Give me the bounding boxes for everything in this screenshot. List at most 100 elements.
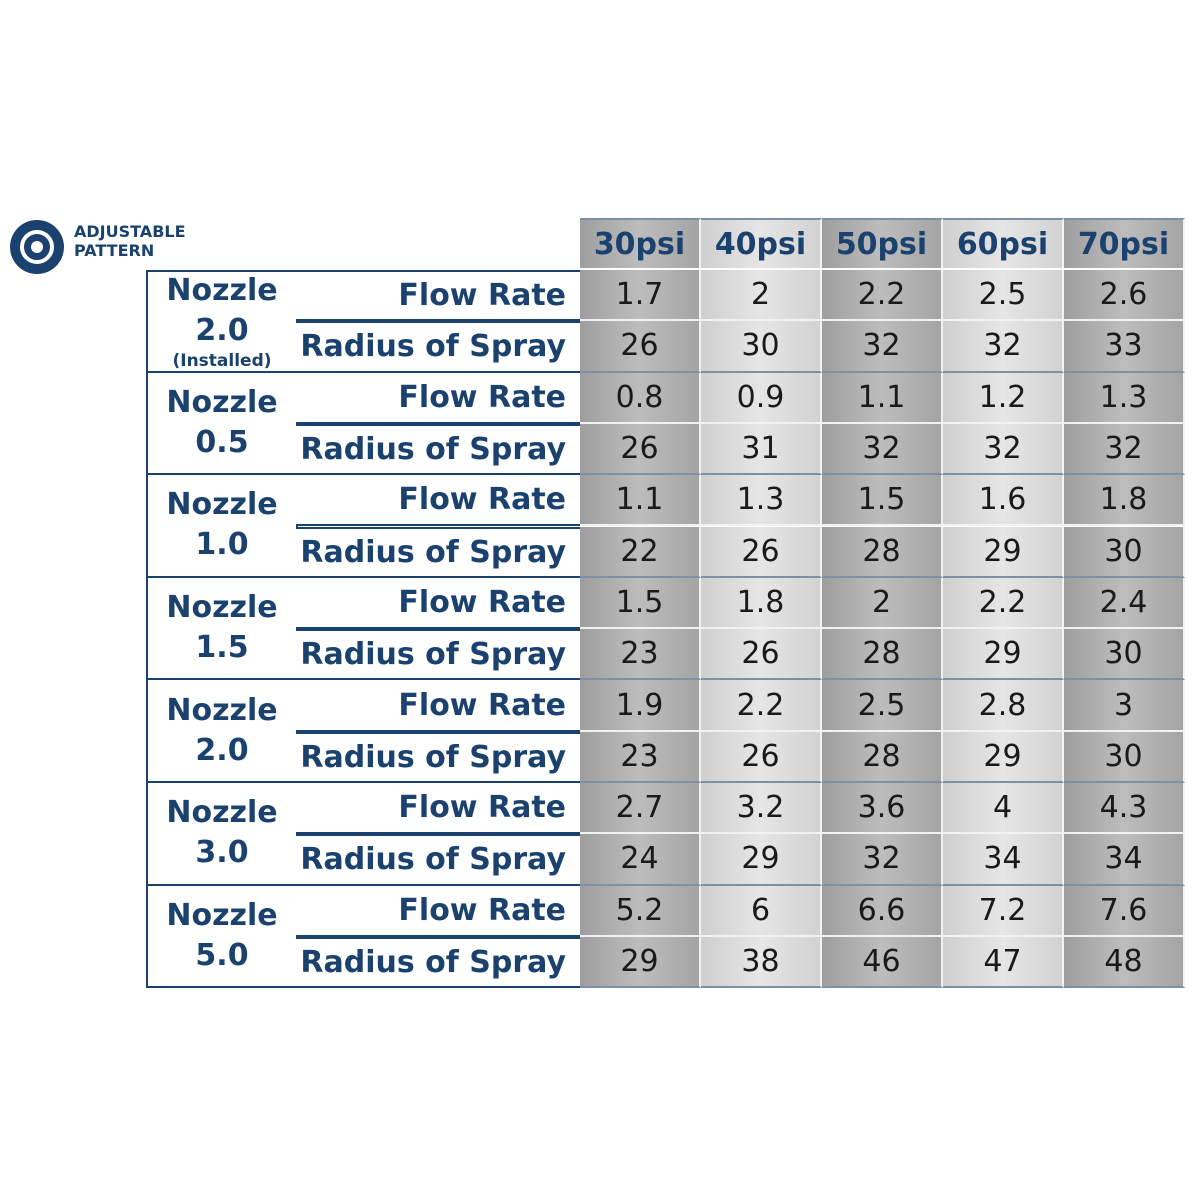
nozzle-name: Nozzle (166, 384, 278, 420)
value-cell: 48 (1064, 936, 1185, 989)
value-cell: 29 (701, 834, 822, 886)
value-cell: 2.2 (822, 270, 943, 322)
value-cell: 1.8 (701, 577, 822, 630)
nozzle-size: 0.5 (195, 424, 249, 460)
value-cell: 34 (943, 834, 1064, 886)
nozzle-size: 2.0 (195, 313, 249, 349)
nozzle-size: 3.0 (195, 835, 249, 871)
nozzle-name: Nozzle (166, 897, 278, 933)
value-cell: 32 (822, 423, 943, 476)
value-cell: 26 (701, 526, 822, 578)
row-label: Flow Rate (296, 783, 582, 835)
value-cell: 28 (822, 629, 943, 681)
nozzle-cell: Nozzle 0.5 (146, 372, 298, 476)
nozzle-name: Nozzle (166, 590, 278, 626)
row-label: Radius of Spray (296, 526, 582, 578)
row-label: Flow Rate (296, 372, 582, 424)
value-cell: 32 (822, 834, 943, 886)
value-cell: 32 (943, 423, 1064, 476)
value-cell: 6 (701, 885, 822, 937)
nozzle-size: 2.0 (195, 732, 249, 768)
value-cell: 30 (701, 321, 822, 373)
value-cell: 3.2 (701, 783, 822, 835)
value-cell: 38 (701, 936, 822, 989)
value-cell: 32 (1064, 423, 1185, 476)
value-cell: 46 (822, 936, 943, 989)
value-cell: 32 (822, 321, 943, 373)
value-cell: 29 (580, 936, 701, 989)
value-cell: 0.8 (580, 372, 701, 424)
value-cell: 22 (580, 526, 701, 578)
value-cell: 26 (701, 629, 822, 681)
value-cell: 47 (943, 936, 1064, 989)
row-label: Flow Rate (296, 475, 582, 527)
value-cell: 4.3 (1064, 783, 1185, 835)
value-cell: 1.1 (580, 475, 701, 527)
value-cell: 23 (580, 629, 701, 681)
value-cell: 33 (1064, 321, 1185, 373)
badge-line: ADJUSTABLE (74, 222, 186, 241)
value-cell: 2.5 (943, 270, 1064, 322)
row-label: Flow Rate (296, 680, 582, 732)
value-cell: 1.5 (580, 577, 701, 630)
value-cell: 29 (943, 629, 1064, 681)
value-cell: 23 (580, 731, 701, 783)
value-cell: 1.2 (943, 372, 1064, 424)
nozzle-cell: Nozzle 1.5 (146, 577, 298, 681)
value-cell: 2 (701, 270, 822, 322)
nozzle-name: Nozzle (166, 795, 278, 831)
column-header: 60psi (943, 218, 1064, 268)
nozzle-name: Nozzle (166, 487, 278, 523)
value-cell: 2.4 (1064, 577, 1185, 630)
row-label: Flow Rate (296, 577, 582, 630)
row-label: Flow Rate (296, 885, 582, 937)
value-cell: 26 (580, 321, 701, 373)
row-label: Radius of Spray (296, 629, 582, 681)
column-header: 40psi (701, 218, 822, 268)
value-cell: 26 (580, 423, 701, 476)
nozzle-name: Nozzle (166, 273, 278, 309)
column-header: 30psi (580, 218, 701, 268)
value-cell: 3 (1064, 680, 1185, 732)
value-cell: 30 (1064, 629, 1185, 681)
row-label: Radius of Spray (296, 423, 582, 476)
nozzle-cell: Nozzle 5.0 (146, 885, 298, 989)
nozzle-note: (Installed) (172, 351, 272, 372)
value-cell: 1.6 (943, 475, 1064, 527)
value-cell: 29 (943, 731, 1064, 783)
value-cell: 3.6 (822, 783, 943, 835)
column-header: 70psi (1064, 218, 1185, 268)
value-cell: 30 (1064, 731, 1185, 783)
nozzle-size: 1.0 (195, 527, 249, 563)
value-cell: 31 (701, 423, 822, 476)
value-cell: 2 (822, 577, 943, 630)
value-cell: 32 (943, 321, 1064, 373)
value-cell: 34 (1064, 834, 1185, 886)
row-label: Radius of Spray (296, 834, 582, 886)
value-cell: 29 (943, 526, 1064, 578)
value-cell: 1.5 (822, 475, 943, 527)
value-cell: 1.9 (580, 680, 701, 732)
badge-line: PATTERN (74, 241, 155, 260)
column-header: 50psi (822, 218, 943, 268)
value-cell: 24 (580, 834, 701, 886)
row-label: Radius of Spray (296, 321, 582, 373)
nozzle-size: 1.5 (195, 630, 249, 666)
value-cell: 0.9 (701, 372, 822, 424)
value-cell: 30 (1064, 526, 1185, 578)
value-cell: 2.2 (943, 577, 1064, 630)
row-label: Radius of Spray (296, 731, 582, 783)
value-cell: 4 (943, 783, 1064, 835)
value-cell: 2.5 (822, 680, 943, 732)
value-cell: 2.8 (943, 680, 1064, 732)
value-cell: 7.6 (1064, 885, 1185, 937)
value-cell: 28 (822, 526, 943, 578)
value-cell: 1.1 (822, 372, 943, 424)
value-cell: 1.8 (1064, 475, 1185, 527)
value-cell: 1.3 (701, 475, 822, 527)
nozzle-cell: Nozzle 3.0 (146, 783, 298, 886)
value-cell: 2.2 (701, 680, 822, 732)
value-cell: 26 (701, 731, 822, 783)
nozzle-cell: Nozzle 2.0 (Installed) (146, 270, 298, 373)
